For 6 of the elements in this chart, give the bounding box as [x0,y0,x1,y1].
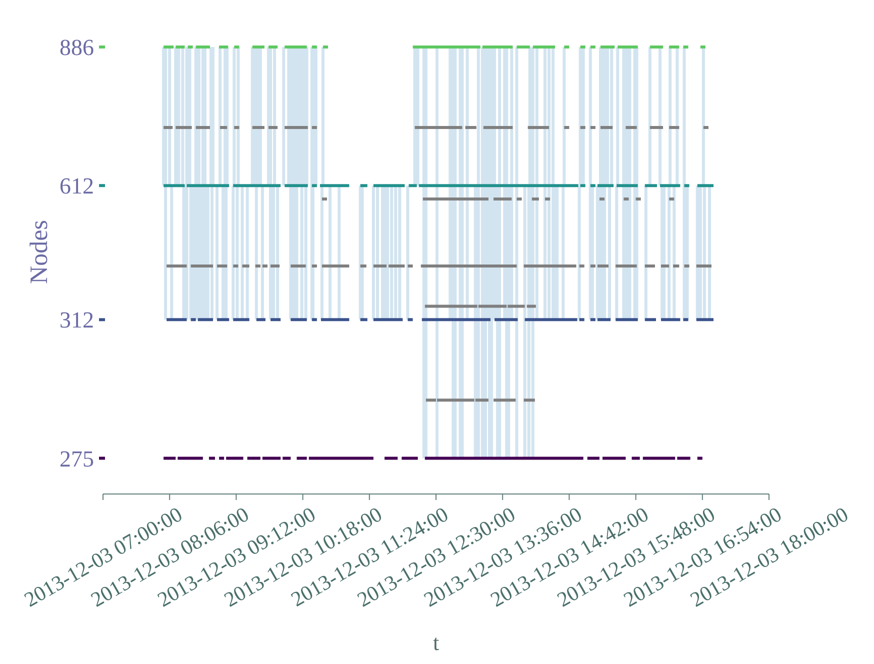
legend-label: 312 [60,308,94,333]
legend-label: 612 [60,174,94,199]
y-axis-title: Nodes [26,220,53,284]
x-axis-title: t [432,630,440,655]
legend-label: 275 [60,446,94,472]
legend-label: 886 [60,35,94,60]
